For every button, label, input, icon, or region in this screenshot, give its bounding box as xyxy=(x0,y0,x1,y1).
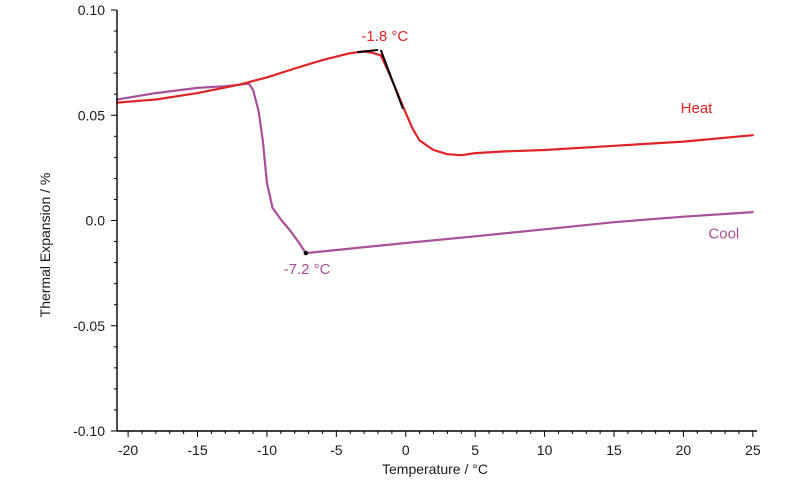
y-tick-label: 0.10 xyxy=(78,2,105,18)
y-axis-title: Thermal Expansion / % xyxy=(37,173,53,318)
x-tick-label: -10 xyxy=(257,442,277,458)
annotation-label: -1.8 °C xyxy=(361,28,408,45)
y-tick-label: 0.0 xyxy=(86,213,106,229)
plot-lines xyxy=(115,49,754,256)
x-tick-label: -20 xyxy=(118,442,138,458)
axes xyxy=(116,10,757,432)
labels: -20 -15 -10 -5 0 5 10 15 20 25 0.10 0.05 0.0 -0.05 -0.… xyxy=(73,2,761,458)
annotation-label: Heat xyxy=(681,100,714,117)
x-axis-title: Temperature / °C xyxy=(382,461,488,477)
x-tick-label: 5 xyxy=(471,442,479,458)
tangent-line xyxy=(357,49,379,54)
x-tick-label: -5 xyxy=(330,442,343,458)
series-line-heat xyxy=(115,50,754,157)
annotation-label: Cool xyxy=(708,225,739,242)
onset-marker xyxy=(303,250,309,256)
x-tick-label: 0 xyxy=(402,442,410,458)
annotation-label: -7.2 °C xyxy=(284,261,331,278)
x-tick-label: -15 xyxy=(187,442,207,458)
tangent-line xyxy=(379,49,404,110)
y-tick-label: -0.05 xyxy=(73,318,105,334)
x-tick-label: 20 xyxy=(676,442,692,458)
y-tick-label: 0.05 xyxy=(78,107,105,123)
ticks xyxy=(111,9,754,437)
x-tick-label: 25 xyxy=(745,442,761,458)
x-tick-label: 15 xyxy=(606,442,622,458)
y-tick-label: -0.10 xyxy=(73,423,105,439)
x-tick-label: 10 xyxy=(537,442,553,458)
series-line-cool xyxy=(115,82,754,255)
